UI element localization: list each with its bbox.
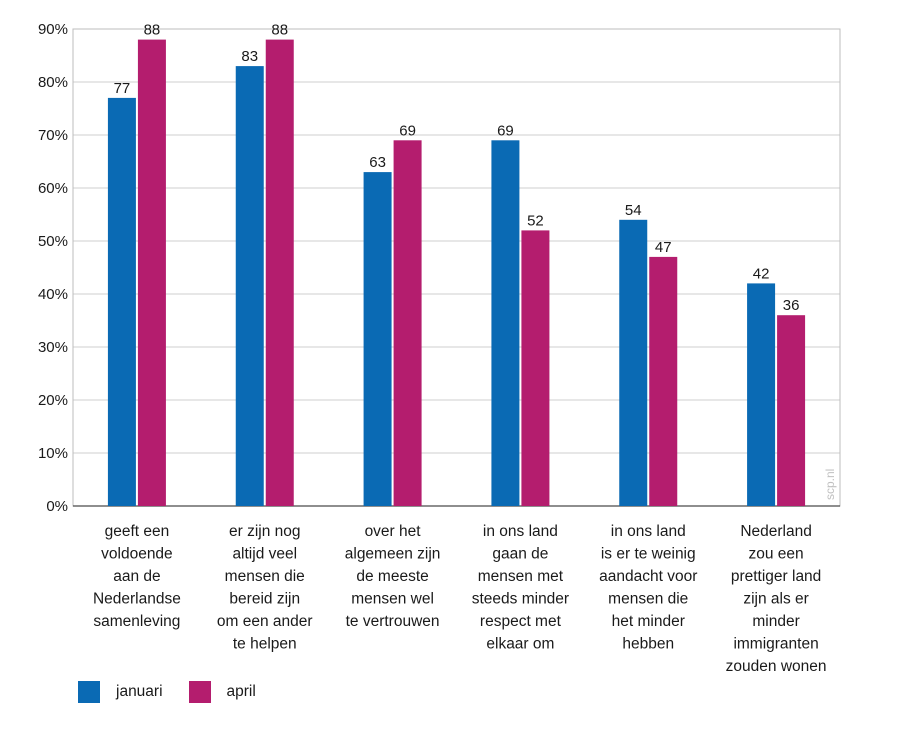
legend-label-april: april: [226, 683, 256, 700]
value-label-april: 88: [144, 22, 161, 39]
y-tick-label: 50%: [38, 233, 68, 250]
category-label: in ons land is er te weinig aandacht voor m…: [599, 523, 697, 653]
category-label: Nederland zou een prettiger land zijn als e…: [726, 523, 827, 675]
value-label-januari: 77: [114, 80, 131, 97]
bar-januari: [491, 140, 520, 507]
legend-item-januari: januari: [78, 681, 163, 703]
plot-frame: [72, 28, 841, 507]
legend-label-januari: januari: [116, 683, 163, 700]
y-tick-label: 0%: [46, 498, 68, 515]
bar-april: [777, 315, 806, 506]
value-labels: 77 88 83 88 63 69 69 52 54 47 42 36: [114, 22, 800, 315]
y-tick-label: 40%: [38, 286, 68, 303]
bar-januari: [235, 66, 264, 506]
y-tick-label: 60%: [38, 180, 68, 197]
bar-april: [137, 39, 166, 506]
bar-januari: [107, 97, 136, 507]
value-label-januari: 42: [753, 265, 770, 282]
legend-swatch-januari: [78, 681, 100, 703]
value-label-januari: 63: [369, 154, 386, 171]
y-tick-label: 80%: [38, 74, 68, 91]
legend-item-april: april: [188, 681, 256, 703]
y-tick-label: 10%: [38, 445, 68, 462]
value-label-april: 52: [527, 212, 544, 229]
value-label-april: 69: [399, 122, 416, 139]
y-tick-label: 30%: [38, 339, 68, 356]
bar-januari: [619, 219, 648, 507]
value-label-januari: 69: [497, 122, 514, 139]
watermark: scp.nl: [823, 469, 837, 500]
bar-januari: [363, 172, 392, 506]
category-label: er zijn nog altijd veel mensen die bereid z…: [217, 523, 313, 653]
category-label: in ons land gaan de mensen met steeds minde…: [472, 523, 569, 653]
legend: januari april: [78, 680, 282, 704]
gridlines: [72, 28, 841, 507]
bar-januari: [747, 283, 776, 506]
value-label-april: 88: [271, 22, 288, 39]
legend-swatch-april: [188, 681, 211, 703]
value-label-januari: 54: [625, 202, 642, 219]
bar-april: [649, 256, 678, 506]
value-label-april: 47: [655, 239, 672, 256]
value-label-januari: 83: [241, 48, 258, 65]
y-axis-ticks: 0% 10% 20% 30% 40% 50% 60% 70% 80% 90%: [38, 21, 68, 515]
y-tick-label: 70%: [38, 127, 68, 144]
bar-april: [521, 230, 550, 506]
category-label: geeft een voldoende aan de Nederlandse samen…: [93, 523, 181, 630]
value-label-april: 36: [783, 297, 800, 314]
bar-april: [265, 39, 294, 506]
bar-april: [393, 140, 422, 507]
y-tick-label: 90%: [38, 21, 68, 38]
category-label: over het algemeen zijn de meeste mensen wel…: [345, 523, 441, 630]
y-tick-label: 20%: [38, 392, 68, 409]
bars: [107, 39, 806, 507]
category-labels: geeft een voldoende aan de Nederlandse samen…: [93, 523, 827, 675]
